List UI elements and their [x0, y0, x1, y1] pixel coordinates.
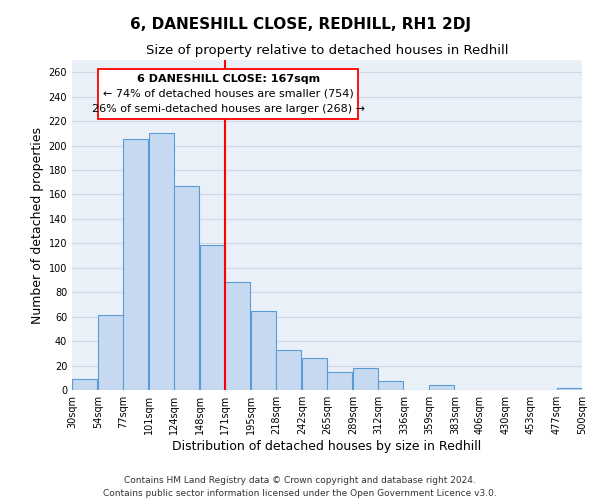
- FancyBboxPatch shape: [98, 68, 358, 118]
- X-axis label: Distribution of detached houses by size in Redhill: Distribution of detached houses by size …: [172, 440, 482, 453]
- Bar: [251, 310, 276, 390]
- Title: Size of property relative to detached houses in Redhill: Size of property relative to detached ho…: [146, 44, 508, 58]
- Bar: [327, 372, 352, 390]
- Text: 26% of semi-detached houses are larger (268) →: 26% of semi-detached houses are larger (…: [92, 104, 365, 114]
- Bar: [72, 379, 97, 390]
- Bar: [429, 385, 454, 390]
- Bar: [174, 186, 199, 390]
- Text: 6 DANESHILL CLOSE: 167sqm: 6 DANESHILL CLOSE: 167sqm: [137, 74, 320, 84]
- Bar: [557, 388, 582, 390]
- Text: 6, DANESHILL CLOSE, REDHILL, RH1 2DJ: 6, DANESHILL CLOSE, REDHILL, RH1 2DJ: [130, 18, 470, 32]
- Bar: [149, 134, 174, 390]
- Y-axis label: Number of detached properties: Number of detached properties: [31, 126, 44, 324]
- Text: ← 74% of detached houses are smaller (754): ← 74% of detached houses are smaller (75…: [103, 88, 353, 99]
- Bar: [225, 282, 250, 390]
- Bar: [98, 316, 123, 390]
- Bar: [276, 350, 301, 390]
- Bar: [123, 140, 148, 390]
- Text: Contains HM Land Registry data © Crown copyright and database right 2024.
Contai: Contains HM Land Registry data © Crown c…: [103, 476, 497, 498]
- Bar: [378, 382, 403, 390]
- Bar: [302, 358, 327, 390]
- Bar: [353, 368, 378, 390]
- Bar: [200, 244, 225, 390]
